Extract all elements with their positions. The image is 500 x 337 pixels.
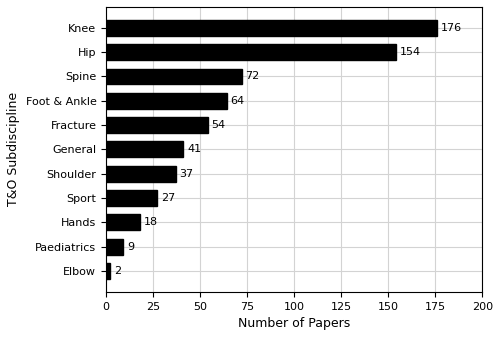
Bar xyxy=(106,239,123,254)
Bar xyxy=(106,190,157,206)
Text: 9: 9 xyxy=(127,242,134,252)
Bar xyxy=(106,93,226,109)
Bar xyxy=(106,166,176,182)
Text: 64: 64 xyxy=(230,96,244,106)
Bar xyxy=(106,68,242,84)
Text: 2: 2 xyxy=(114,266,121,276)
Bar xyxy=(106,214,140,230)
Text: 72: 72 xyxy=(246,71,260,82)
Bar xyxy=(106,20,438,36)
Text: 41: 41 xyxy=(187,144,201,154)
Bar xyxy=(106,117,208,133)
Text: 176: 176 xyxy=(441,23,462,33)
Text: 37: 37 xyxy=(180,169,194,179)
Text: 18: 18 xyxy=(144,217,158,227)
Text: 27: 27 xyxy=(160,193,175,203)
Bar xyxy=(106,142,184,157)
Bar xyxy=(106,263,110,279)
X-axis label: Number of Papers: Number of Papers xyxy=(238,317,350,330)
Text: 154: 154 xyxy=(400,47,421,57)
Bar xyxy=(106,44,396,60)
Y-axis label: T&O Subdiscipline: T&O Subdiscipline xyxy=(7,92,20,207)
Text: 54: 54 xyxy=(212,120,226,130)
